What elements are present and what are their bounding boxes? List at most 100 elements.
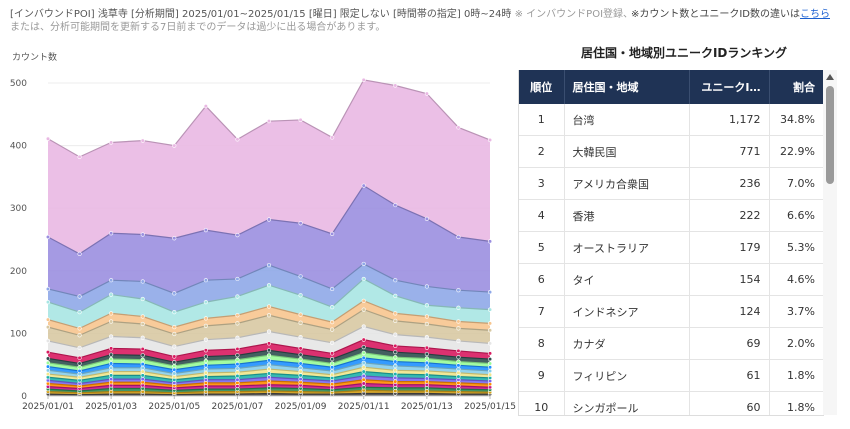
data-point[interactable] xyxy=(330,305,335,310)
data-point[interactable] xyxy=(266,378,272,384)
data-point[interactable] xyxy=(330,356,335,362)
data-point[interactable] xyxy=(330,368,335,374)
data-point[interactable] xyxy=(109,365,114,370)
area-series[interactable] xyxy=(48,339,490,364)
data-point[interactable] xyxy=(203,323,208,328)
data-point[interactable] xyxy=(424,368,429,374)
data-point[interactable] xyxy=(266,313,272,318)
data-point[interactable] xyxy=(330,361,335,366)
data-point[interactable] xyxy=(266,217,272,222)
data-point[interactable] xyxy=(203,358,208,364)
data-point[interactable] xyxy=(361,365,366,370)
data-point[interactable] xyxy=(172,331,177,337)
data-point[interactable] xyxy=(298,312,303,317)
data-point[interactable] xyxy=(203,104,208,109)
data-point[interactable] xyxy=(45,325,51,330)
data-point[interactable] xyxy=(45,286,51,292)
data-point[interactable] xyxy=(235,313,240,318)
data-point[interactable] xyxy=(330,327,335,332)
data-point[interactable] xyxy=(77,326,82,331)
data-point[interactable] xyxy=(424,351,429,357)
data-point[interactable] xyxy=(140,321,145,327)
data-point[interactable] xyxy=(487,289,493,295)
area-series[interactable] xyxy=(48,79,490,254)
table-row[interactable]: 10 シンガポール 60 1.8% xyxy=(519,391,823,415)
data-point[interactable] xyxy=(45,317,51,322)
data-point[interactable] xyxy=(266,362,272,367)
data-point[interactable] xyxy=(487,351,493,356)
data-point[interactable] xyxy=(140,365,145,370)
data-point[interactable] xyxy=(109,376,114,382)
data-point[interactable] xyxy=(298,221,303,226)
data-point[interactable] xyxy=(266,283,272,288)
area-series[interactable] xyxy=(48,278,490,329)
data-point[interactable] xyxy=(361,276,366,282)
data-point[interactable] xyxy=(361,350,366,355)
help-link[interactable]: こちら xyxy=(800,9,830,20)
data-point[interactable] xyxy=(298,361,303,366)
table-row[interactable]: 3 アメリカ合衆国 236 7.0% xyxy=(519,167,823,200)
data-point[interactable] xyxy=(424,303,429,308)
data-point[interactable] xyxy=(45,338,51,344)
data-point[interactable] xyxy=(330,320,335,325)
data-point[interactable] xyxy=(109,231,114,236)
data-point[interactable] xyxy=(203,363,208,368)
data-point[interactable] xyxy=(77,355,82,360)
data-point[interactable] xyxy=(298,376,303,382)
data-point[interactable] xyxy=(424,365,429,370)
data-point[interactable] xyxy=(393,379,398,384)
data-point[interactable] xyxy=(203,370,208,375)
data-point[interactable] xyxy=(330,286,335,292)
data-point[interactable] xyxy=(456,326,461,331)
data-point[interactable] xyxy=(172,354,177,359)
table-row[interactable]: 1 台湾 1,172 34.8% xyxy=(519,104,823,136)
data-point[interactable] xyxy=(77,345,82,350)
data-point[interactable] xyxy=(361,77,366,82)
data-point[interactable] xyxy=(487,365,493,370)
data-point[interactable] xyxy=(235,366,240,371)
data-point[interactable] xyxy=(109,140,114,145)
data-point[interactable] xyxy=(45,300,51,305)
data-point[interactable] xyxy=(235,357,240,362)
data-point[interactable] xyxy=(487,307,493,312)
data-point[interactable] xyxy=(172,371,177,376)
data-point[interactable] xyxy=(45,371,51,377)
data-point[interactable] xyxy=(235,353,240,358)
data-point[interactable] xyxy=(456,359,461,364)
data-point[interactable] xyxy=(361,381,366,386)
data-point[interactable] xyxy=(266,329,272,334)
data-point[interactable] xyxy=(140,296,145,302)
area-series[interactable] xyxy=(48,309,490,348)
data-point[interactable] xyxy=(109,369,114,374)
data-point[interactable] xyxy=(393,311,398,316)
data-point[interactable] xyxy=(109,292,114,297)
data-point[interactable] xyxy=(45,360,51,365)
data-point[interactable] xyxy=(235,276,240,282)
data-point[interactable] xyxy=(172,344,177,349)
data-point[interactable] xyxy=(140,279,145,284)
data-point[interactable] xyxy=(456,363,461,368)
data-point[interactable] xyxy=(266,371,272,376)
data-point[interactable] xyxy=(298,356,303,362)
data-point[interactable] xyxy=(361,369,366,374)
data-point[interactable] xyxy=(298,346,303,351)
data-point[interactable] xyxy=(77,251,82,256)
data-point[interactable] xyxy=(235,137,240,142)
area-series[interactable] xyxy=(48,347,490,368)
table-row[interactable]: 2 大韓民国 771 22.9% xyxy=(519,135,823,168)
table-scrollbar[interactable] xyxy=(823,70,837,415)
data-point[interactable] xyxy=(266,375,272,380)
data-point[interactable] xyxy=(361,385,366,390)
data-point[interactable] xyxy=(235,233,240,238)
data-point[interactable] xyxy=(424,376,429,381)
data-point[interactable] xyxy=(235,373,240,379)
data-point[interactable] xyxy=(298,369,303,374)
table-row[interactable]: 4 香港 222 6.6% xyxy=(519,199,823,232)
data-point[interactable] xyxy=(140,353,145,358)
data-point[interactable] xyxy=(45,356,51,361)
data-point[interactable] xyxy=(45,368,51,373)
data-point[interactable] xyxy=(77,294,82,299)
data-point[interactable] xyxy=(487,239,493,244)
column-header-unique-id[interactable]: ユニークI… xyxy=(688,70,769,104)
data-point[interactable] xyxy=(109,334,114,339)
